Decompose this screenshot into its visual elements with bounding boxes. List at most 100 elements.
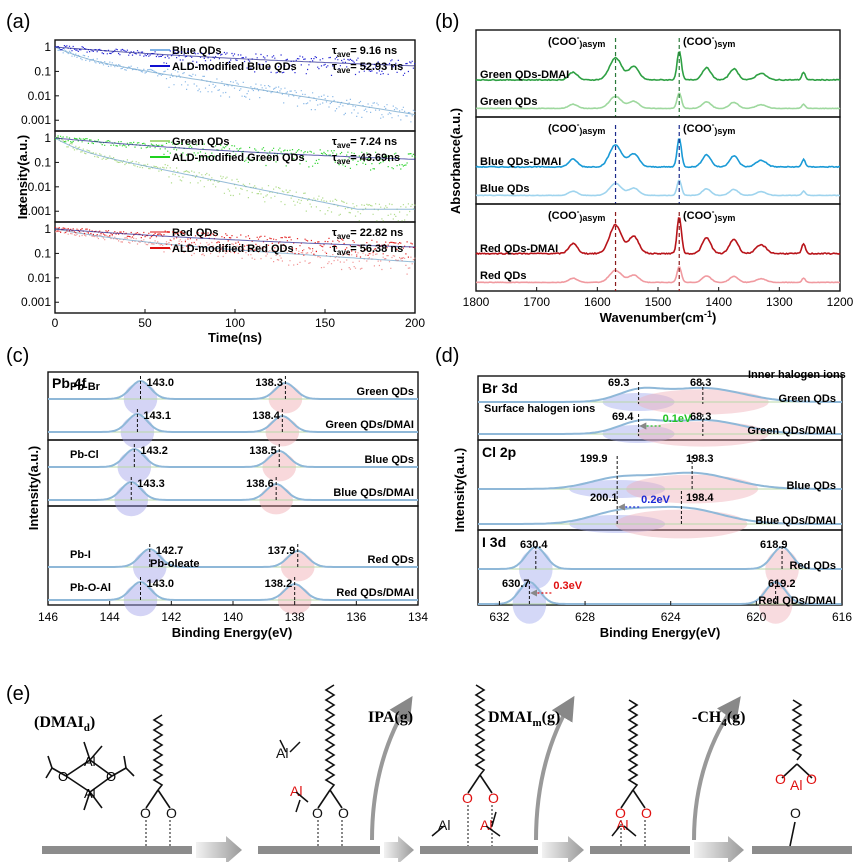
x-tick-label: 616: [832, 610, 852, 624]
xps-spectrum-Blue QDs/DMAI: [478, 505, 842, 525]
series-label: Red QDs: [480, 270, 526, 282]
panel-label-a: (a): [6, 11, 30, 33]
x-tick-label: 1400: [705, 295, 732, 309]
legend-label: ALD-modified Blue QDs: [172, 61, 297, 73]
legend-label: Green QDs: [172, 136, 229, 148]
y-tick-label: 0.001: [21, 295, 51, 309]
legend-label: ALD-modified Red QDs: [172, 243, 294, 255]
y-tick-label: 0.001: [21, 113, 51, 127]
x-tick-label: 150: [315, 316, 335, 330]
y-axis-label: Intensity(a.u.): [26, 446, 41, 531]
tau-label: τave= 52.93 ns: [332, 61, 403, 75]
x-tick-label: 142: [161, 610, 181, 624]
element-label: Pb 4f: [52, 375, 87, 391]
bond-label: Pb-oleate: [150, 558, 200, 570]
x-tick-label: 144: [100, 610, 120, 624]
process-arrow: [694, 836, 744, 862]
peak-value: 68.3: [690, 411, 711, 423]
series-line-Blue QDs: [475, 179, 841, 197]
series-line-Red QDs-DMAI: [475, 217, 841, 256]
bond: [157, 789, 171, 809]
peak-value: 69.3: [608, 377, 629, 389]
x-tick-label: 1500: [645, 295, 672, 309]
spectrum-label: Red QDs: [790, 560, 836, 572]
legend-label: Red QDs: [172, 227, 218, 239]
tau-label: τave= 43.69ns: [332, 152, 400, 166]
element-label: I 3d: [482, 534, 506, 550]
y-tick-label: 0.01: [28, 271, 52, 285]
series-label: Green QDs: [480, 96, 537, 108]
y-tick-label: 0.1: [34, 155, 51, 169]
atom-o: O: [615, 805, 626, 821]
x-axis-label: Binding Energy(eV): [600, 625, 721, 640]
x-axis-label: Wavenumber(cm-1): [600, 309, 717, 325]
annotation-coo-sym: (COO-)sym: [683, 120, 735, 136]
panel-e-reaction-scheme: (DMAId) Al Al O O IPA(g) DMAIm(g) -: [34, 684, 852, 862]
spectrum-label: Green QDs: [357, 386, 414, 398]
substrate: [420, 846, 538, 854]
x-tick-label: 140: [223, 610, 243, 624]
bond-label: Pb-Br: [70, 381, 101, 393]
x-tick-label: 1800: [463, 295, 490, 309]
methyl-group: [485, 825, 501, 837]
region-note: Surface halogen ions: [484, 403, 595, 415]
atom-al: Al: [84, 754, 96, 769]
dmai-dimer-molecule: [45, 741, 135, 811]
methyl-group: [295, 799, 301, 813]
peak-value: 619.2: [768, 578, 796, 590]
bond: [329, 789, 343, 809]
panel-label-e: (e): [6, 683, 30, 705]
atom-o: O: [338, 805, 349, 821]
spectrum-label: Blue QDs: [364, 454, 414, 466]
series-line-Red QDs: [475, 266, 841, 284]
x-tick-label: 1300: [766, 295, 793, 309]
atom-o: O: [641, 805, 652, 821]
bond: [145, 789, 159, 809]
peak-value: 143.3: [137, 478, 165, 490]
annotation-coo-asym: (COO-)asym: [548, 120, 605, 136]
fit-line: [54, 46, 416, 116]
x-axis-label: Time(ns): [208, 330, 262, 345]
peak-value: 200.1: [590, 492, 618, 504]
peak-value: 138.2: [265, 578, 293, 590]
atom-o: O: [58, 769, 68, 784]
x-tick-label: 138: [285, 610, 305, 624]
atom-al: Al: [480, 817, 492, 833]
y-tick-label: 1: [44, 40, 51, 54]
byproduct-arrow: [370, 695, 413, 841]
shift-value: 0.2eV: [641, 494, 670, 506]
peak-value: 138.5: [249, 445, 277, 457]
byproduct-arrow: [534, 695, 575, 841]
x-tick-label: 100: [225, 316, 245, 330]
methyl-group: [295, 791, 309, 803]
series-label: Blue QDs: [480, 183, 530, 195]
x-tick-label: 620: [746, 610, 766, 624]
peak-value: 198.3: [686, 453, 714, 465]
atom-o: O: [806, 771, 817, 787]
methyl-group: [289, 741, 301, 753]
bond: [620, 789, 634, 809]
series-data-Green QDs: [55, 136, 416, 222]
annotation-coo-sym: (COO-)sym: [683, 33, 735, 49]
x-tick-label: 200: [405, 316, 425, 330]
series-label: Green QDs-DMAI: [480, 69, 569, 81]
xps-spectrum-Red QDs/DMAI: [478, 580, 842, 605]
peak-value: 630.7: [502, 578, 530, 590]
methyl-group: [431, 825, 445, 837]
spectrum-label: Green QDs/DMAI: [325, 419, 414, 431]
x-axis-label: Binding Energy(eV): [172, 625, 293, 640]
xps-spectrum-Green QDs: [478, 386, 842, 403]
panel-c-xps-pb-plot: Pb 4f Green QDs 143.0 138.3 Pb-Br Green QDs/D…: [26, 371, 428, 640]
y-tick-label: 1: [44, 222, 51, 236]
bond: [467, 774, 481, 794]
y-axis-label: Absorbance(a.u.): [448, 108, 463, 214]
x-tick-label: 1200: [827, 295, 854, 309]
fit-line: [54, 46, 416, 67]
atom-al: Al: [790, 777, 802, 793]
alkyl-chain: [791, 699, 803, 761]
methyl-group: [623, 825, 637, 837]
xps-spectrum-Green QDs/DMAI: [48, 412, 418, 433]
atom-o: O: [462, 790, 473, 806]
